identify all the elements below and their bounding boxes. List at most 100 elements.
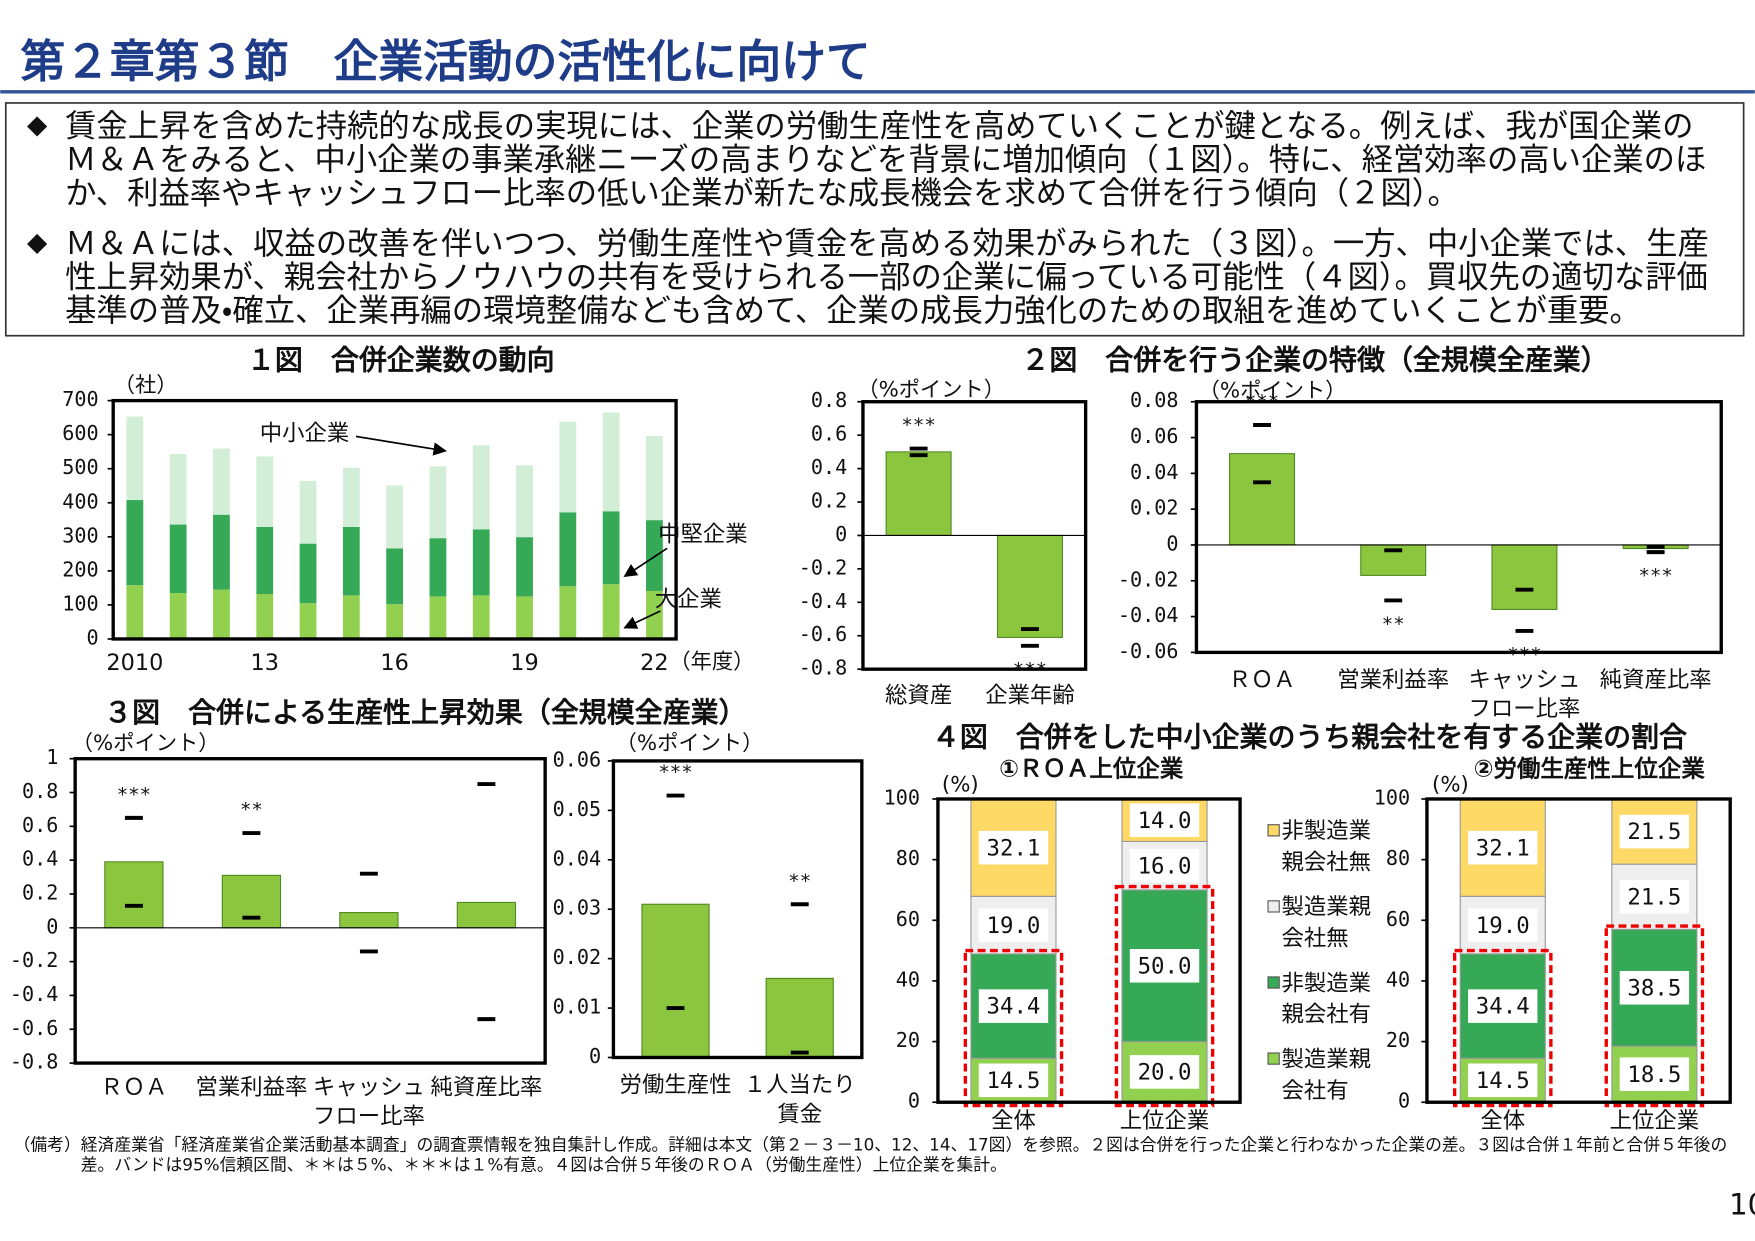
bar-segment — [429, 596, 447, 639]
legend-label: 製造業親会社有 — [1281, 1045, 1371, 1104]
value-label: 34.4 — [987, 994, 1041, 1020]
bar-segment — [126, 585, 144, 639]
bar-segment — [429, 466, 447, 539]
y-tick-label: 0 — [1166, 531, 1178, 555]
value-label: 16.0 — [1138, 853, 1192, 879]
bar-segment — [299, 603, 317, 639]
value-label: 32.1 — [987, 835, 1041, 861]
x-tick-label-box: ＲＯＡ — [1228, 666, 1295, 693]
highlight-box — [1604, 924, 1705, 1108]
x-tick-label-box: 純資産比率 — [1600, 666, 1712, 693]
legend-label-box: 製造業親会社有 — [1281, 1045, 1371, 1104]
bar-segment — [559, 586, 577, 639]
x-tick-label: 13 — [251, 650, 279, 676]
y-tick-label: 0.02 — [553, 945, 601, 969]
bullet-text: 賃金上昇を含めた持続的な成長の実現には、企業の労働生産性を高めていくことが鍵とな… — [65, 109, 1707, 212]
y-tick-label: 0.06 — [553, 747, 601, 771]
bar-segment — [602, 511, 620, 585]
y-tick-label: 0.06 — [1130, 424, 1178, 448]
chart-subtitle: ②労働生産性上位企業 — [1474, 754, 1706, 782]
bar-segment — [213, 514, 230, 590]
legend-label: 非製造業親会社無 — [1281, 816, 1371, 876]
x-tick-label: 19 — [510, 650, 538, 676]
bar — [885, 451, 952, 537]
x-tick-label-box: 営業利益率 — [1337, 666, 1449, 693]
plot-frame — [1194, 400, 1723, 655]
chart-subtitle: ①ＲＯＡ上位企業 — [999, 754, 1184, 782]
bar-segment — [429, 538, 447, 597]
y-tick-label: 0 — [87, 625, 99, 649]
note-box: （備考）経済産業省「経済産業省企業活動基本調査」の調査票情報を独自集計し作成。詳… — [14, 1135, 1728, 1175]
value-label: 14.0 — [1138, 808, 1192, 834]
bar-segment — [342, 526, 360, 596]
bar-segment — [256, 456, 274, 527]
bar — [339, 912, 399, 929]
bar-segment — [472, 445, 490, 530]
bar — [641, 903, 710, 1059]
x-tick-label: 全体 — [1480, 1108, 1525, 1134]
y-tick-label: 40 — [896, 967, 920, 991]
bar-segment — [516, 465, 533, 538]
value-label: 18.5 — [1627, 1062, 1681, 1088]
annotation-arrow — [623, 547, 668, 578]
legend-label: 非製造業親会社有 — [1281, 969, 1371, 1028]
value-label: 19.0 — [987, 913, 1041, 939]
value-label: 32.1 — [1476, 835, 1530, 861]
y-tick-label: 0.8 — [22, 779, 58, 803]
x-tick-label-box: 総資産 — [885, 681, 953, 709]
chart-title: １図 合併企業数の動向 — [247, 343, 555, 376]
y-tick-label: -0.8 — [10, 1050, 58, 1074]
legend-swatch — [1267, 900, 1280, 913]
x-tick-label: 16 — [380, 650, 408, 676]
value-label: 14.5 — [1476, 1068, 1530, 1094]
annotation-arrow — [355, 435, 447, 456]
significance-label: ** — [1382, 614, 1405, 636]
y-tick-label: 0.6 — [22, 813, 58, 837]
y-tick-label: 100 — [62, 591, 98, 615]
legend-label-box: 非製造業親会社有 — [1281, 969, 1371, 1028]
bar-segment — [516, 537, 533, 597]
bar-segment — [602, 412, 620, 512]
x-tick-label-box: キャッシュフロー比率 — [1468, 666, 1580, 722]
x-tick-label: 総資産 — [885, 681, 953, 709]
value-label-bg — [1619, 879, 1690, 914]
significance-label: *** — [658, 762, 692, 784]
x-tick-label-box: 企業年齢 — [985, 681, 1075, 708]
bar-segment — [646, 436, 663, 521]
value-label-bg — [1129, 803, 1200, 837]
y-tick-label: 0.4 — [811, 455, 847, 479]
x-tick-label-box: 労働生産性 — [620, 1071, 732, 1098]
bullet-text: Ｍ＆Ａには、収益の改善を伴いつつ、労働生産性や賃金を高める効果がみられた（３図）… — [65, 227, 1709, 329]
y-tick-label: 0.02 — [1130, 496, 1178, 520]
y-tick-label: 0.04 — [1130, 460, 1178, 484]
y-tick-label: -0.6 — [10, 1016, 58, 1040]
value-label: 34.4 — [1476, 994, 1530, 1020]
bar — [765, 977, 834, 1059]
y-tick-label: -0.4 — [10, 982, 58, 1006]
y-tick-label: 80 — [896, 846, 920, 870]
bar-segment — [342, 467, 360, 527]
significance-label: *** — [117, 784, 151, 806]
y-tick-label: 60 — [1386, 907, 1410, 931]
value-label-bg — [1468, 830, 1538, 865]
y-axis-label: (%) — [1432, 773, 1469, 798]
bar-segment — [256, 594, 274, 639]
value-label: 38.5 — [1627, 975, 1681, 1001]
y-tick-label: 0.2 — [811, 489, 847, 513]
plot-frame — [111, 398, 678, 641]
value-label-bg — [1619, 1057, 1690, 1091]
significance-label: *** — [901, 415, 935, 437]
bar-segment — [126, 416, 144, 501]
x-tick-label-box: １人当たり賃金 — [744, 1071, 856, 1127]
bar-segment — [516, 596, 533, 639]
y-tick-label: 0.01 — [553, 995, 601, 1019]
legend-label-box: 製造業親会社無 — [1281, 893, 1371, 951]
y-tick-label: -0.06 — [1118, 639, 1179, 663]
y-tick-label: 0 — [1398, 1089, 1410, 1113]
y-tick-label: -0.02 — [1118, 567, 1179, 591]
value-label-bg — [1619, 970, 1690, 1005]
value-label-bg — [1129, 848, 1200, 883]
y-tick-label: 500 — [62, 455, 98, 479]
bar-segment — [213, 589, 230, 639]
